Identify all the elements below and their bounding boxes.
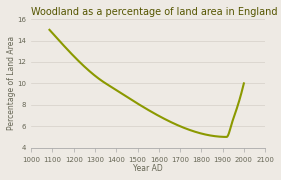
Text: Woodland as a percentage of land area in England: Woodland as a percentage of land area in… xyxy=(31,7,278,17)
Y-axis label: Percentage of Land Area: Percentage of Land Area xyxy=(7,36,16,130)
X-axis label: Year AD: Year AD xyxy=(133,164,163,173)
